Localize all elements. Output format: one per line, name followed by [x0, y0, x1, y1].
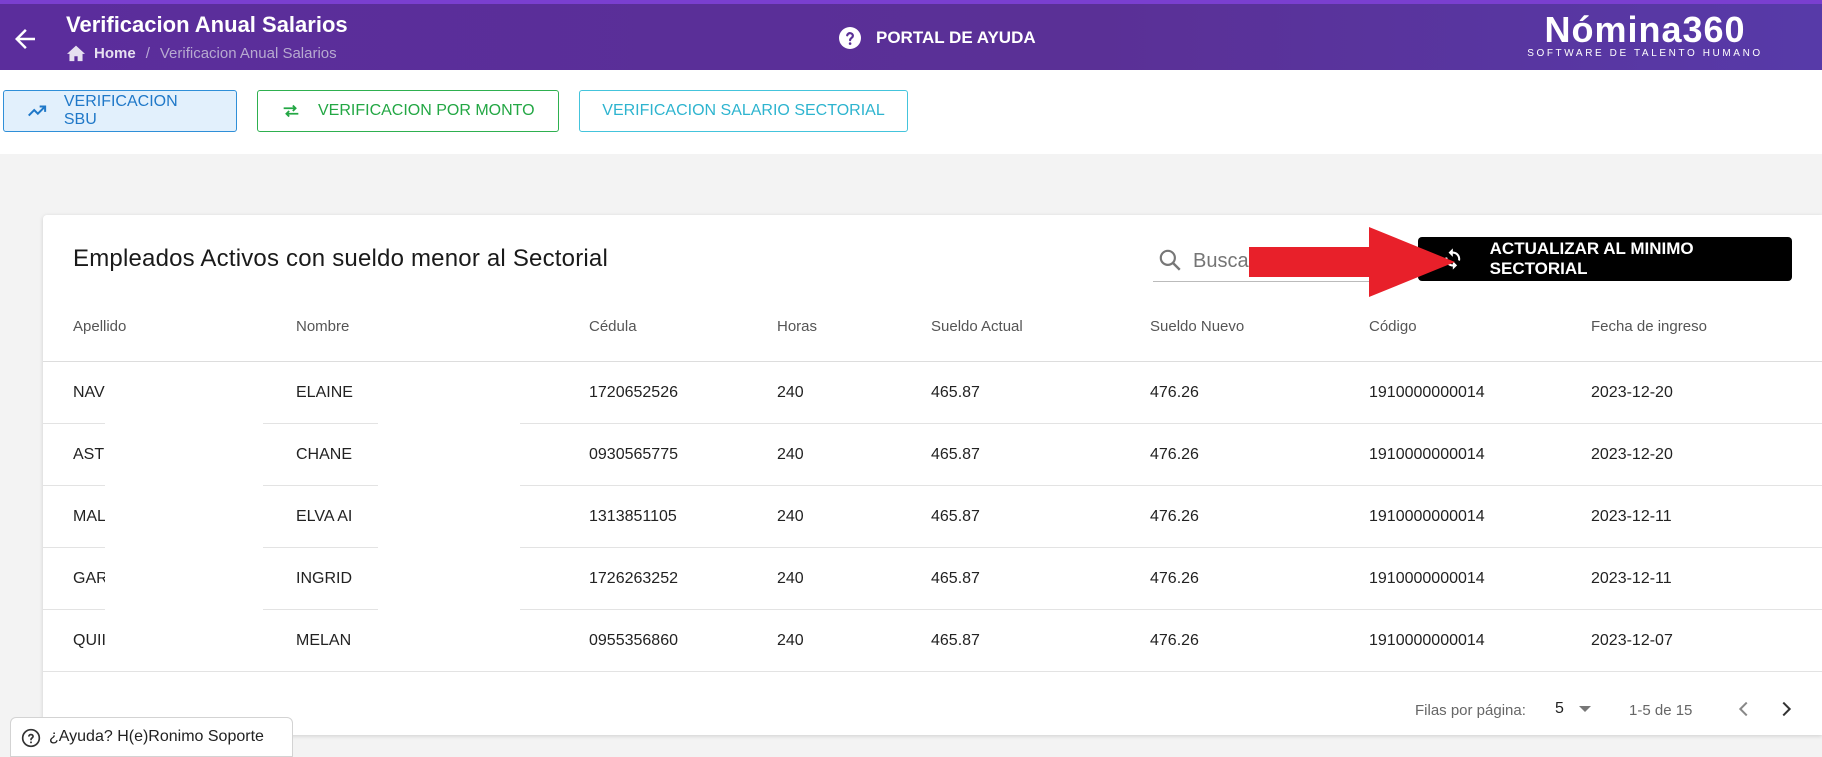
redaction-block — [378, 373, 520, 668]
search-icon — [1159, 249, 1181, 271]
home-icon — [67, 45, 85, 62]
tab-label: VERIFICACION SBU — [63, 93, 178, 128]
column-header-codigo[interactable]: Código — [1368, 291, 1590, 362]
cell-codigo: 1910000000014 — [1368, 547, 1590, 610]
breadcrumb-home-link[interactable]: Home — [94, 44, 136, 62]
cell-codigo: 1910000000014 — [1368, 485, 1590, 548]
chevron-left-icon[interactable] — [1733, 698, 1755, 720]
rows-per-page-label: Filas por página: — [1415, 702, 1526, 719]
table-row[interactable]: NAV ELAINE 1720652526 240 465.87 476.26 … — [43, 361, 1822, 424]
caret-down-icon — [1578, 706, 1591, 712]
update-to-sectorial-minimum-button[interactable]: ACTUALIZAR AL MINIMO SECTORIAL — [1418, 237, 1792, 281]
cell-fecha-ingreso: 2023-12-07 — [1590, 609, 1822, 672]
question-circle-icon — [21, 728, 41, 748]
table-header-row: Apellido Nombre Cédula Horas Sueldo Actu… — [43, 291, 1822, 362]
cell-cedula: 1720652526 — [588, 361, 776, 424]
cell-sueldo-actual: 465.87 — [930, 423, 1149, 486]
trending-up-icon — [28, 105, 47, 117]
card-title: Empleados Activos con sueldo menor al Se… — [73, 245, 609, 272]
cell-fecha-ingreso: 2023-12-20 — [1590, 423, 1822, 486]
column-header-fecha-ingreso[interactable]: Fecha de ingreso — [1590, 291, 1822, 362]
cell-sueldo-nuevo: 476.26 — [1149, 609, 1368, 672]
cell-horas: 240 — [776, 485, 930, 548]
chevron-right-icon[interactable] — [1775, 698, 1797, 720]
employees-table: Apellido Nombre Cédula Horas Sueldo Actu… — [43, 291, 1822, 672]
breadcrumb: Home / Verificacion Anual Salarios — [66, 44, 337, 62]
refresh-icon — [1445, 248, 1461, 270]
cell-sueldo-actual: 465.87 — [930, 361, 1149, 424]
employees-card: Empleados Activos con sueldo menor al Se… — [43, 215, 1822, 735]
cell-cedula: 0955356860 — [588, 609, 776, 672]
table-row[interactable]: AST CHANE 0930565775 240 465.87 476.26 1… — [43, 423, 1822, 486]
header-top-accent — [0, 0, 1822, 4]
red-arrow-annotation — [1249, 227, 1455, 297]
pagination-range: 1-5 de 15 — [1629, 702, 1693, 719]
cell-sueldo-actual: 465.87 — [930, 609, 1149, 672]
page-title: Verificacion Anual Salarios — [66, 12, 348, 37]
cell-sueldo-actual: 465.87 — [930, 547, 1149, 610]
update-button-label: ACTUALIZAR AL MINIMO SECTORIAL — [1489, 239, 1694, 278]
app-header: Verificacion Anual Salarios Home / Verif… — [0, 4, 1822, 70]
tab-verificacion-sectorial[interactable]: VERIFICACION SALARIO SECTORIAL — [579, 90, 908, 132]
table-row[interactable]: GAR INGRID 1726263252 240 465.87 476.26 … — [43, 547, 1822, 610]
logo-sub-text: SOFTWARE DE TALENTO HUMANO — [1527, 48, 1763, 59]
back-arrow-icon[interactable] — [10, 24, 40, 54]
cell-codigo: 1910000000014 — [1368, 609, 1590, 672]
column-header-apellido[interactable]: Apellido — [43, 291, 295, 362]
help-portal-label: PORTAL DE AYUDA — [876, 28, 1036, 47]
verification-tabs-bar: VERIFICACION SBU VERIFICACION POR MONTO … — [0, 70, 1822, 154]
breadcrumb-separator: / — [145, 44, 150, 62]
cell-cedula: 1726263252 — [588, 547, 776, 610]
tab-label: VERIFICACION SALARIO SECTORIAL — [602, 102, 885, 119]
cell-fecha-ingreso: 2023-12-11 — [1590, 485, 1822, 548]
column-header-sueldo-actual[interactable]: Sueldo Actual — [930, 291, 1149, 362]
cell-horas: 240 — [776, 361, 930, 424]
cell-horas: 240 — [776, 609, 930, 672]
cell-horas: 240 — [776, 423, 930, 486]
tab-verificacion-monto[interactable]: VERIFICACION POR MONTO — [257, 90, 559, 132]
cell-sueldo-nuevo: 476.26 — [1149, 361, 1368, 424]
cell-cedula: 1313851105 — [588, 485, 776, 548]
help-portal-link[interactable]: PORTAL DE AYUDA — [838, 26, 1036, 50]
cell-cedula: 0930565775 — [588, 423, 776, 486]
tab-label: VERIFICACION POR MONTO — [318, 102, 535, 119]
cell-horas: 240 — [776, 547, 930, 610]
tab-verificacion-sbu[interactable]: VERIFICACION SBU — [3, 90, 237, 132]
column-header-sueldo-nuevo[interactable]: Sueldo Nuevo — [1149, 291, 1368, 362]
question-circle-icon — [839, 27, 861, 49]
cell-sueldo-nuevo: 476.26 — [1149, 423, 1368, 486]
breadcrumb-current: Verificacion Anual Salarios — [159, 44, 337, 62]
column-header-nombre[interactable]: Nombre — [295, 291, 588, 362]
cell-sueldo-nuevo: 476.26 — [1149, 485, 1368, 548]
redaction-block — [105, 373, 263, 668]
brand-logo: Nómina360 SOFTWARE DE TALENTO HUMANO — [1520, 9, 1770, 60]
cell-codigo: 1910000000014 — [1368, 423, 1590, 486]
column-header-horas[interactable]: Horas — [776, 291, 930, 362]
table-row[interactable]: QUII MELAN 0955356860 240 465.87 476.26 … — [43, 609, 1822, 672]
cell-fecha-ingreso: 2023-12-20 — [1590, 361, 1822, 424]
column-header-cedula[interactable]: Cédula — [588, 291, 776, 362]
cell-codigo: 1910000000014 — [1368, 361, 1590, 424]
swap-arrows-icon — [283, 104, 299, 118]
table-pagination: Filas por página: 5 1-5 de 15 — [43, 684, 1822, 734]
cell-sueldo-nuevo: 476.26 — [1149, 547, 1368, 610]
cell-fecha-ingreso: 2023-12-11 — [1590, 547, 1822, 610]
logo-main-text: Nómina360 — [1544, 9, 1746, 50]
rows-per-page-select[interactable]: 5 — [1555, 700, 1592, 718]
cell-sueldo-actual: 465.87 — [930, 485, 1149, 548]
support-help-tab[interactable]: ¿Ayuda? H(e)Ronimo Soporte — [10, 717, 293, 757]
rows-per-page-value: 5 — [1555, 700, 1564, 717]
support-help-label: ¿Ayuda? H(e)Ronimo Soporte — [49, 728, 264, 745]
table-row[interactable]: MAL ELVA AI 1313851105 240 465.87 476.26… — [43, 485, 1822, 548]
